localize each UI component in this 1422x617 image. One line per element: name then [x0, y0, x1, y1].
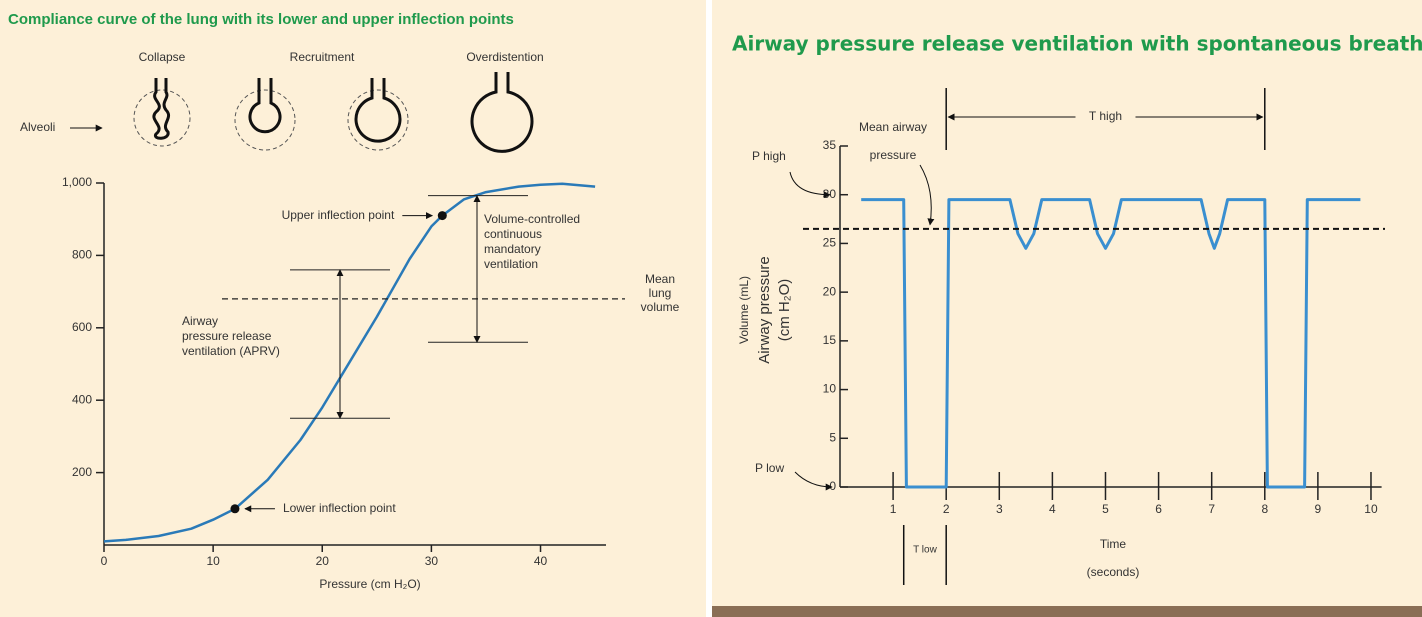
y-axis-label: Airway pressure [756, 256, 773, 364]
mean-airway-pressure-label: Mean airway [859, 120, 927, 134]
range-label: ventilation (APRV) [182, 344, 280, 358]
chart-title: Airway pressure release ventilation with… [732, 32, 1422, 56]
x-axis-label: Pressure (cm H₂O) [319, 577, 420, 591]
x-tick-label: 1 [890, 502, 897, 516]
y-tick-label: 15 [823, 333, 837, 347]
range-label: continuous [484, 227, 542, 241]
y-tick-label: 25 [823, 236, 837, 250]
y-tick-label: 10 [823, 382, 837, 396]
alveoli-state: Overdistention [466, 50, 543, 64]
alveoli-state: Recruitment [290, 50, 355, 64]
range-label: mandatory [484, 242, 541, 256]
t-high-label: T high [1089, 109, 1122, 123]
x-tick-label: 8 [1261, 502, 1268, 516]
figure: Compliance curve of the lung with its lo… [0, 0, 1422, 617]
x-tick-label: 5 [1102, 502, 1109, 516]
t-low-label: T low [913, 545, 937, 556]
inflection-point [230, 504, 239, 513]
x-tick-label: 10 [1364, 502, 1378, 516]
y-tick-label: 800 [72, 248, 92, 262]
p-high-label: P high [752, 149, 786, 163]
x-tick-label: 0 [101, 554, 108, 568]
x-axis-label: (seconds) [1087, 565, 1140, 579]
x-tick-label: 7 [1208, 502, 1215, 516]
range-label: Volume-controlled [484, 212, 580, 226]
y-tick-label: 20 [823, 284, 837, 298]
x-tick-label: 2 [943, 502, 950, 516]
mean-airway-pressure-label: pressure [870, 148, 917, 162]
x-tick-label: 3 [996, 502, 1003, 516]
inflection-label: Lower inflection point [283, 501, 396, 515]
y-axis-label: Volume (mL) [737, 276, 751, 344]
x-tick-label: 30 [425, 554, 439, 568]
range-label: Airway [182, 314, 218, 328]
mean-lung-volume-label: lung [649, 286, 672, 300]
bottom-border [712, 606, 1422, 617]
y-tick-label: 5 [829, 430, 836, 444]
y-tick-label: 600 [72, 320, 92, 334]
x-axis-label: Time [1100, 537, 1127, 551]
inflection-point [438, 211, 447, 220]
x-tick-label: 20 [316, 554, 330, 568]
alveoli-state: Collapse [139, 50, 186, 64]
x-tick-label: 4 [1049, 502, 1056, 516]
x-tick-label: 10 [206, 554, 220, 568]
x-tick-label: 40 [534, 554, 548, 568]
y-tick-label: 200 [72, 465, 92, 479]
mean-lung-volume-label: volume [641, 300, 680, 314]
p-low-label: P low [755, 461, 784, 475]
y-tick-label: 0 [829, 479, 836, 493]
y-tick-label: 1,000 [62, 175, 92, 189]
y-axis-label: (cm H₂O) [776, 279, 793, 341]
y-tick-label: 400 [72, 392, 92, 406]
x-tick-label: 6 [1155, 502, 1162, 516]
y-tick-label: 30 [823, 187, 837, 201]
chart-title: Compliance curve of the lung with its lo… [8, 11, 514, 28]
alveoli-label: Alveoli [20, 120, 55, 134]
mean-lung-volume-label: Mean [645, 272, 675, 286]
x-tick-label: 9 [1315, 502, 1322, 516]
y-tick-label: 35 [823, 138, 837, 152]
divider [706, 0, 712, 617]
inflection-label: Upper inflection point [282, 208, 395, 222]
range-label: ventilation [484, 257, 538, 271]
range-label: pressure release [182, 329, 272, 343]
